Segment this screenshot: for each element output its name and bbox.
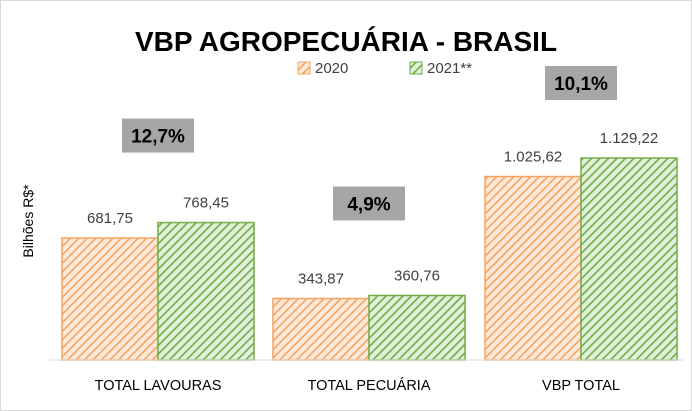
value-label-2020-vbp-total: 1.025,62	[504, 149, 562, 166]
value-label-2020-lavouras: 681,75	[87, 210, 133, 227]
bar-2021-vbp-total	[580, 157, 678, 361]
growth-label-vbp-total: 10,1%	[554, 74, 608, 95]
growth-box-pecuaria	[333, 186, 405, 221]
bars-layer: 681,75 768,45 TOTAL LAVOURAS 343,87 360,76 TO…	[61, 66, 678, 394]
growth-label-pecuaria: 4,9%	[347, 194, 390, 215]
bar-2020-vbp-total	[484, 175, 582, 361]
category-label-pecuaria: TOTAL PECUÁRIA	[307, 377, 430, 394]
value-label-2021-vbp-total: 1.129,22	[600, 130, 658, 147]
bar-2021-lavouras	[157, 221, 255, 361]
chart-title: VBP AGROPECUÁRIA - BRASIL	[135, 26, 557, 57]
bar-2020-pecuaria	[272, 297, 370, 361]
legend-swatch-2020	[297, 61, 311, 75]
category-label-lavouras: TOTAL LAVOURAS	[95, 378, 222, 394]
bar-2020-lavouras	[61, 237, 159, 361]
legend: 2020 2021**	[297, 60, 472, 77]
legend-swatch-2021	[409, 61, 423, 75]
y-axis-label: Bilhões R$*	[20, 184, 36, 258]
growth-label-lavouras: 12,7%	[131, 127, 185, 148]
growth-box-lavouras	[122, 118, 194, 153]
growth-box-vbp-total	[545, 66, 617, 100]
bar-2021-pecuaria	[368, 294, 466, 361]
value-label-2021-pecuaria: 360,76	[394, 267, 440, 284]
legend-label-2020: 2020	[315, 60, 348, 77]
value-label-2021-lavouras: 768,45	[183, 195, 229, 212]
value-label-2020-pecuaria: 343,87	[298, 270, 344, 287]
legend-label-2021: 2021**	[427, 60, 472, 77]
category-label-vbp-total: VBP TOTAL	[542, 378, 620, 394]
